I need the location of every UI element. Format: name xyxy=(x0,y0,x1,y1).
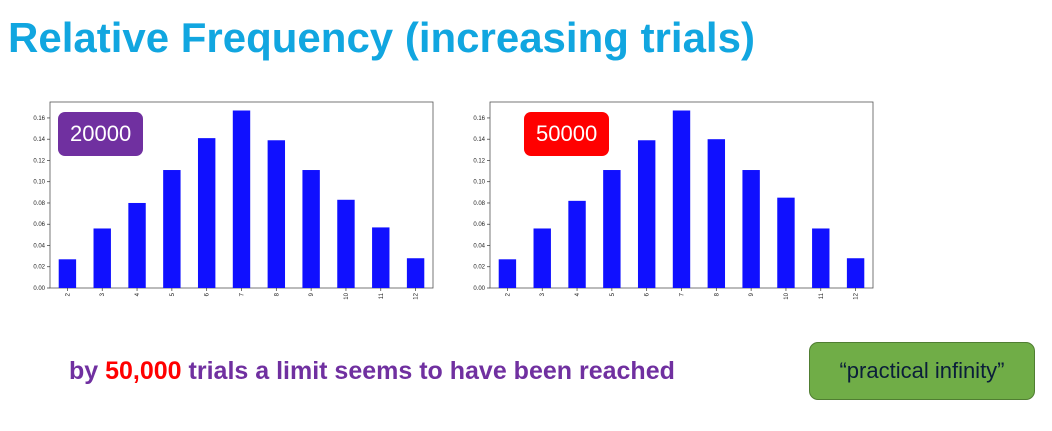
x-tick-label: 4 xyxy=(575,292,581,296)
x-tick-label: 12 xyxy=(414,292,420,299)
bar-8 xyxy=(267,140,286,288)
x-tick-label: 8 xyxy=(714,292,720,296)
bar-5 xyxy=(603,170,621,288)
x-tick-label: 5 xyxy=(170,292,176,296)
bar-6 xyxy=(197,138,216,288)
x-tick-label: 11 xyxy=(379,292,385,299)
x-tick-label: 3 xyxy=(100,292,106,296)
bar-chart-20000: 0.00 0.02 0.04 0.06 0.08 0.10 0.12 0.14 0.16 2 3 4 5… xyxy=(33,101,434,300)
bar-7 xyxy=(672,110,691,288)
bar-3 xyxy=(533,228,551,288)
x-tick-label: 6 xyxy=(205,292,211,296)
y-tick-label: 0.00 xyxy=(33,286,45,292)
page-title: Relative Frequency (increasing trials) xyxy=(8,14,755,61)
trial-count-badge: 20000 xyxy=(58,112,144,156)
bar-2 xyxy=(58,259,77,288)
y-tick-label: 0.08 xyxy=(33,201,45,207)
y-tick-label: 0.14 xyxy=(33,137,45,143)
bar-11 xyxy=(372,227,390,288)
x-tick-label: 10 xyxy=(784,292,790,299)
caption-suffix: trials a limit seems to have been reache… xyxy=(181,357,675,385)
bar-12 xyxy=(846,258,865,288)
y-tick-label: 0.16 xyxy=(473,116,485,122)
y-tick-label: 0.00 xyxy=(473,286,485,292)
practical-infinity-note: “practical infinity” xyxy=(809,342,1035,400)
y-tick-label: 0.02 xyxy=(473,265,485,271)
x-tick-label: 9 xyxy=(309,292,315,296)
y-tick-label: 0.06 xyxy=(473,222,485,228)
x-tick-label: 2 xyxy=(505,292,511,296)
chart-50000-trials: 0.00 0.02 0.04 0.06 0.08 0.10 0.12 0.14 0.16 2 3 4 5… xyxy=(473,101,874,302)
y-tick-label: 0.06 xyxy=(33,222,45,228)
trial-count-badge: 50000 xyxy=(524,112,610,156)
chart-20000-trials: 0.00 0.02 0.04 0.06 0.08 0.10 0.12 0.14 0.16 2 3 4 5… xyxy=(33,101,434,302)
x-tick-label: 7 xyxy=(680,292,686,296)
bar-chart-50000: 0.00 0.02 0.04 0.06 0.08 0.10 0.12 0.14 0.16 2 3 4 5… xyxy=(473,101,874,300)
caption-prefix: by xyxy=(69,357,106,385)
bar-10 xyxy=(777,197,795,288)
caption-highlight: 50,000 xyxy=(105,357,182,385)
bar-12 xyxy=(406,258,425,288)
x-tick-label: 4 xyxy=(135,292,141,296)
x-tick-label: 7 xyxy=(240,292,246,296)
caption: by 50,000 trials a limit seems to have b… xyxy=(69,357,675,386)
y-tick-label: 0.14 xyxy=(473,137,485,143)
x-tick-label: 11 xyxy=(819,292,825,299)
bar-7 xyxy=(232,110,251,288)
bar-2 xyxy=(498,259,517,288)
bar-11 xyxy=(812,228,830,288)
bar-5 xyxy=(163,170,181,288)
bar-4 xyxy=(128,202,146,288)
x-tick-label: 12 xyxy=(854,292,860,299)
y-tick-label: 0.02 xyxy=(33,265,45,271)
y-tick-label: 0.12 xyxy=(473,158,485,164)
y-tick-label: 0.04 xyxy=(473,243,485,249)
y-tick-label: 0.16 xyxy=(33,116,45,122)
x-tick-label: 3 xyxy=(540,292,546,296)
y-tick-label: 0.10 xyxy=(473,180,485,186)
y-tick-label: 0.08 xyxy=(473,201,485,207)
y-tick-label: 0.10 xyxy=(33,180,45,186)
bar-9 xyxy=(742,170,760,288)
x-tick-label: 6 xyxy=(645,292,651,296)
bar-3 xyxy=(93,228,111,288)
x-tick-label: 10 xyxy=(344,292,350,299)
y-tick-label: 0.04 xyxy=(33,243,45,249)
y-tick-label: 0.12 xyxy=(33,158,45,164)
x-tick-label: 8 xyxy=(274,292,280,296)
bar-8 xyxy=(707,139,726,288)
bar-4 xyxy=(568,200,586,288)
x-tick-label: 2 xyxy=(65,292,71,296)
bar-10 xyxy=(337,199,355,288)
x-tick-label: 9 xyxy=(749,292,755,296)
bar-9 xyxy=(302,170,320,288)
x-tick-label: 5 xyxy=(610,292,616,296)
bar-6 xyxy=(637,140,656,288)
